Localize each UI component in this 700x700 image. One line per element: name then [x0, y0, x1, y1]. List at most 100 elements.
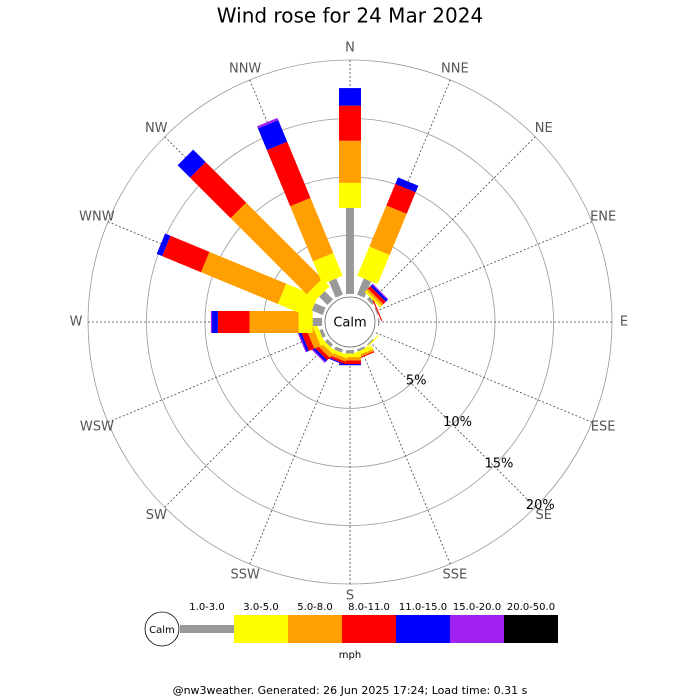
bar-segment	[162, 235, 210, 273]
bar-segment	[217, 311, 250, 333]
bar-segment	[386, 183, 416, 214]
direction-label: NNE	[441, 61, 469, 76]
bar-segment	[364, 290, 382, 308]
bar-segment	[339, 140, 361, 183]
legend-swatch	[342, 615, 396, 643]
bar-segment	[249, 311, 299, 333]
legend-swatch	[288, 615, 342, 643]
bar-segment	[313, 253, 343, 285]
legend-calm	[144, 611, 180, 647]
radial-line	[360, 347, 451, 565]
bar-segment	[372, 300, 383, 321]
bar-segment	[339, 353, 361, 358]
direction-label: SE	[536, 508, 552, 523]
bar-segment	[177, 149, 206, 178]
direction-label: SSE	[442, 568, 467, 583]
direction-label: N	[345, 41, 355, 56]
bar-segment	[371, 283, 389, 301]
bar-segment	[300, 328, 315, 351]
legend-swatch	[234, 615, 288, 643]
radial-line	[369, 341, 536, 508]
chart-title: Wind rose for 24 Mar 2024	[217, 4, 483, 28]
bar-segment	[257, 117, 279, 129]
bar-segment	[357, 346, 366, 352]
footer: @nw3weather. Generated: 26 Jun 2025 17:2…	[173, 684, 528, 697]
direction-label: SW	[146, 508, 167, 523]
bar-segment	[328, 278, 343, 298]
bar-segment	[324, 338, 334, 348]
radial-line	[107, 332, 325, 423]
bar-segment	[374, 307, 379, 315]
bar-segment	[339, 88, 361, 106]
bar-segment	[366, 296, 376, 306]
r-tick-label: 15%	[484, 456, 513, 471]
bar-segment	[366, 288, 384, 306]
bar-segment	[266, 141, 311, 207]
bar-segment	[395, 177, 419, 193]
legend-swatch	[180, 625, 234, 633]
bar-segment	[156, 233, 171, 257]
bar-segment	[339, 182, 361, 209]
bar-segment	[319, 291, 334, 306]
bar-segment	[339, 357, 361, 361]
bar-segment	[346, 350, 354, 354]
bar-segment	[230, 202, 323, 295]
direction-label: NW	[145, 121, 168, 136]
bar-segment	[298, 330, 309, 352]
legend-label: 1.0-3.0	[189, 602, 224, 613]
calm-label: Calm	[333, 316, 366, 331]
bar-segment	[312, 323, 326, 347]
legend-label: 3.0-5.0	[243, 602, 278, 613]
radial-line	[369, 136, 536, 303]
calm-circle	[324, 296, 376, 348]
bar-segment	[201, 251, 287, 304]
legend-swatch	[504, 615, 558, 643]
bar-segment	[311, 303, 326, 315]
legend-label: 20.0-50.0	[507, 602, 555, 613]
bar-segment	[378, 318, 380, 326]
r-tick-label: 5%	[406, 374, 427, 389]
bar-segment	[319, 329, 326, 338]
legend-calm-label: Calm	[149, 625, 175, 636]
bar-segment	[346, 208, 354, 294]
legend-swatch	[396, 615, 450, 643]
bar-segment	[370, 284, 388, 302]
direction-label: NE	[535, 121, 553, 136]
bar-segment	[334, 346, 343, 353]
bar-segment	[339, 360, 361, 365]
legend-label: 15.0-20.0	[453, 602, 501, 613]
radial-line	[375, 221, 593, 312]
radial-line	[249, 347, 340, 565]
radial-line	[375, 332, 593, 423]
bar-segment	[257, 120, 288, 151]
bar-segment	[366, 338, 374, 346]
bar-segment	[306, 278, 330, 302]
r-tick-label: 20%	[526, 498, 555, 513]
radial-line	[164, 341, 331, 508]
bar-segment	[309, 346, 326, 363]
legend-swatch	[450, 615, 504, 643]
legend-label: 5.0-8.0	[297, 602, 332, 613]
direction-label: E	[620, 315, 628, 330]
bar-segment	[339, 105, 361, 141]
bar-segment	[190, 162, 247, 219]
legend-label: 11.0-15.0	[399, 602, 447, 613]
bar-segment	[369, 205, 407, 255]
legend-label: 8.0-11.0	[348, 602, 390, 613]
bar-segment	[297, 331, 307, 353]
direction-label: ESE	[591, 419, 616, 434]
legend-title: mph	[339, 650, 361, 661]
direction-label: SSW	[230, 568, 260, 583]
direction-label: WSW	[80, 419, 114, 434]
direction-label: S	[346, 589, 354, 604]
direction-label: W	[70, 315, 83, 330]
bar-segment	[290, 197, 334, 262]
bar-segment	[367, 286, 386, 305]
bar-segment	[312, 318, 323, 326]
bar-segment	[277, 283, 318, 317]
bar-segment	[310, 344, 328, 362]
bar-segment	[357, 278, 372, 298]
bar-segment	[212, 311, 218, 333]
bar-segment	[357, 246, 390, 285]
